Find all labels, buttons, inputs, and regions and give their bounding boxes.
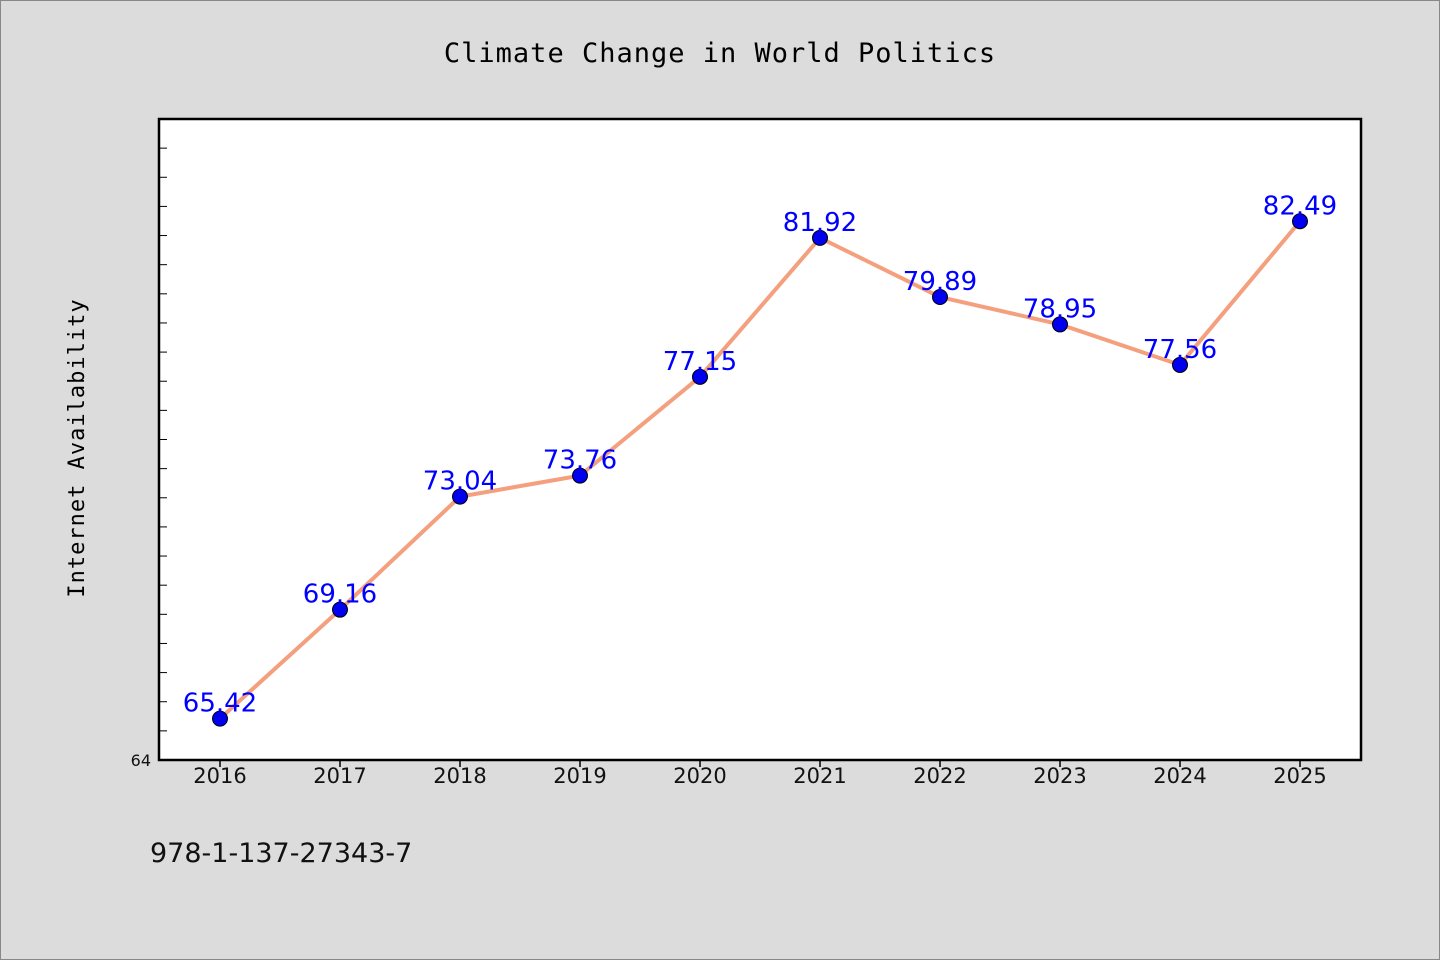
series-line: [218, 219, 1302, 721]
data-point: [1292, 213, 1308, 230]
data-label: 81.92: [783, 208, 857, 238]
x-tick-label: 2020: [673, 764, 726, 788]
x-tick-label: 2022: [913, 764, 966, 788]
data-label: 79.89: [903, 267, 977, 297]
plot-area: [157, 117, 1363, 762]
data-label: 77.15: [663, 347, 737, 377]
data-point: [212, 710, 228, 727]
data-label: 77.56: [1143, 335, 1217, 365]
data-label: 78.95: [1023, 294, 1097, 324]
x-tick-label: 2019: [553, 764, 606, 788]
x-tick-label: 2018: [433, 764, 486, 788]
x-tick-label: 2025: [1273, 764, 1326, 788]
y-tick-label: 64: [131, 751, 151, 770]
data-point: [692, 368, 708, 385]
data-point: [1052, 316, 1068, 333]
data-point: [572, 467, 588, 484]
x-tick-label: 2021: [793, 764, 846, 788]
chart-title: Climate Change in World Politics: [444, 38, 996, 69]
data-label: 69.16: [303, 580, 377, 610]
series-layer: 65.42 69.16 73.04 73.76 77.15 81.92 79.89 78.95…: [183, 191, 1337, 727]
data-point: [332, 601, 348, 618]
data-point: [932, 289, 948, 306]
data-point: [812, 229, 828, 246]
data-label: 73.76: [543, 446, 617, 476]
x-tick-label: 2016: [193, 764, 246, 788]
data-label: 73.04: [423, 467, 497, 497]
x-tick-label: 2017: [313, 764, 366, 788]
x-tick-label: 2023: [1033, 764, 1086, 788]
x-axis-ticks: 2016 2017 2018 2019 2020 2021 2022 2023 2024 2025: [193, 760, 1327, 788]
isbn-footer: 978-1-137-27343-7: [150, 838, 412, 869]
data-label: 65.42: [183, 689, 257, 719]
y-axis-label: Internet Availability: [65, 298, 90, 597]
data-label: 82.49: [1263, 191, 1337, 221]
y-axis-ticks: 64: [131, 147, 167, 770]
x-tick-label: 2024: [1153, 764, 1206, 788]
data-point: [1172, 356, 1188, 373]
data-point: [452, 488, 468, 505]
